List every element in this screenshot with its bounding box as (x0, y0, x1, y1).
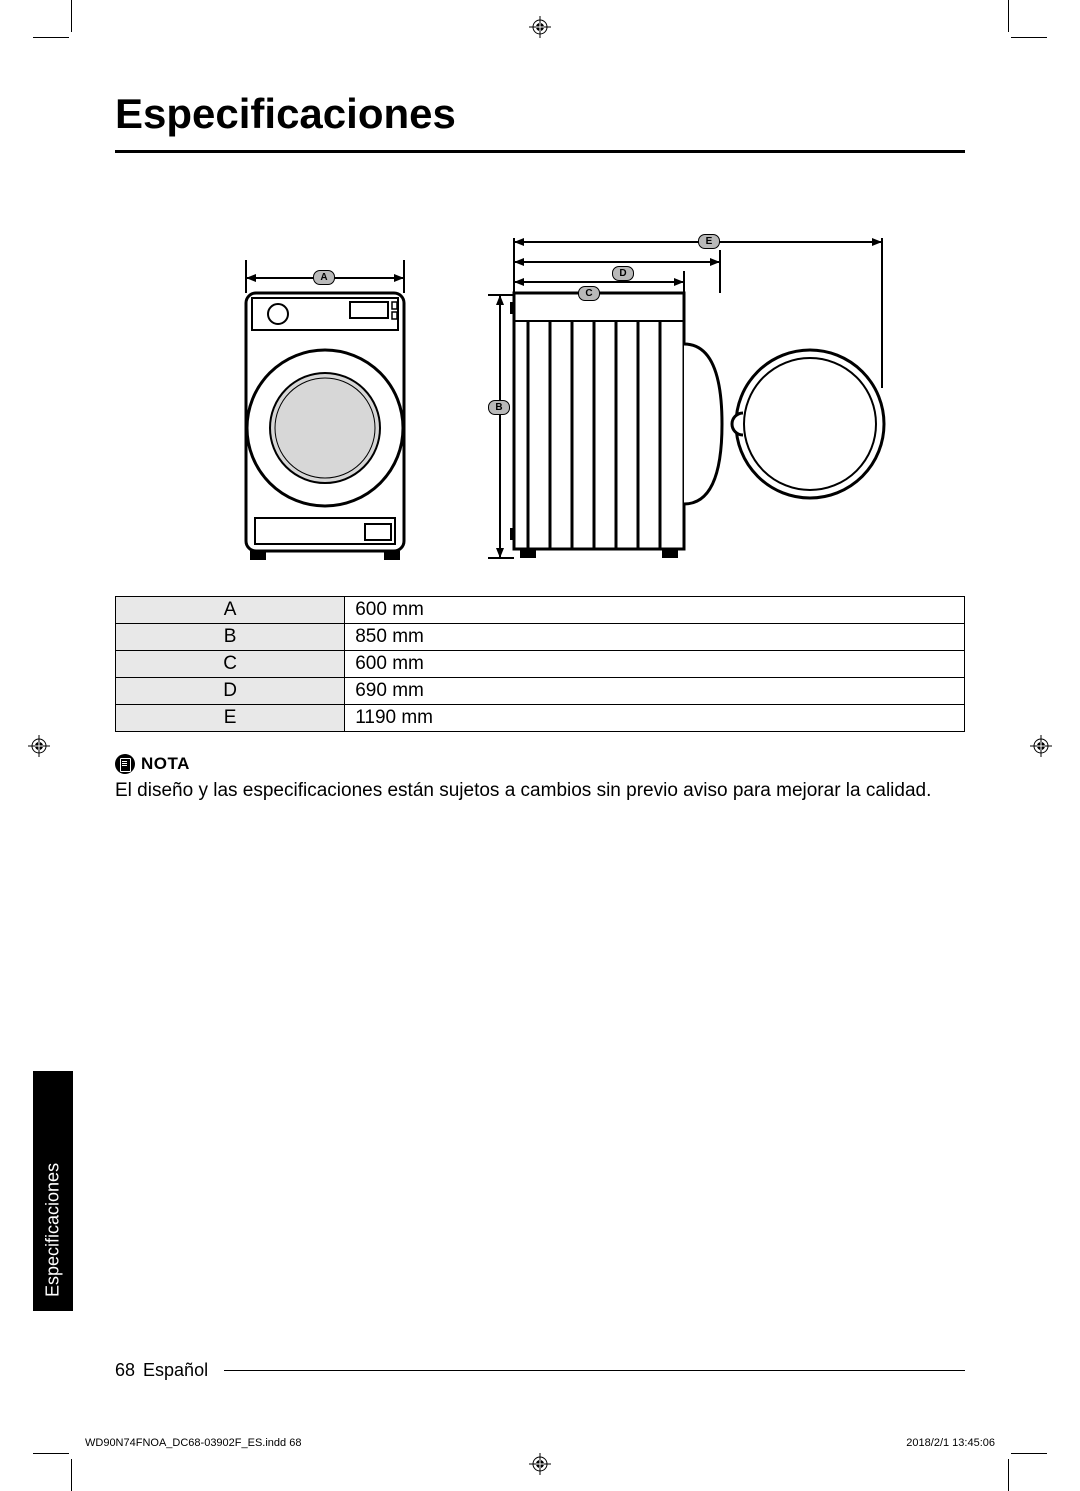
spec-key: C (116, 651, 345, 678)
table-row: B850 mm (116, 624, 965, 651)
registration-mark-icon (28, 735, 50, 757)
dimension-tag-c: C (578, 286, 600, 301)
page-language: Español (143, 1360, 208, 1381)
spec-key: A (116, 597, 345, 624)
page-footer: 68 Español (115, 1360, 965, 1381)
imprint-file: WD90N74FNOA_DC68-03902F_ES.indd 68 (85, 1437, 301, 1449)
diagram-side-view: B C D E (470, 238, 900, 568)
diagram-front-view: A (240, 238, 440, 568)
footer-rule (224, 1370, 965, 1371)
spec-key: D (116, 678, 345, 705)
registration-mark-icon (1030, 735, 1052, 757)
spec-value: 600 mm (345, 651, 965, 678)
crop-mark (1008, 1459, 1009, 1491)
crop-mark (1011, 1453, 1047, 1454)
note-text: El diseño y las especificaciones están s… (115, 778, 965, 804)
section-tab: Especificaciones (33, 1071, 73, 1311)
crop-mark (33, 1453, 69, 1454)
page-content: Especificaciones (115, 90, 965, 1431)
crop-mark (71, 1459, 72, 1491)
spec-table: A600 mm B850 mm C600 mm D690 mm E1190 mm (115, 596, 965, 732)
page-number: 68 (115, 1360, 135, 1381)
note-icon (115, 754, 135, 774)
note-label: NOTA (141, 754, 190, 774)
imprint: WD90N74FNOA_DC68-03902F_ES.indd 68 2018/… (85, 1437, 995, 1449)
page-title: Especificaciones (115, 90, 965, 138)
registration-mark-icon (529, 16, 551, 38)
crop-mark (1008, 0, 1009, 32)
dimension-tag-a: A (313, 270, 335, 285)
spec-key: E (116, 705, 345, 732)
imprint-timestamp: 2018/2/1 13:45:06 (906, 1437, 995, 1449)
title-rule (115, 150, 965, 153)
crop-mark (1011, 37, 1047, 38)
spec-value: 600 mm (345, 597, 965, 624)
note-heading: NOTA (115, 754, 965, 774)
crop-mark (71, 0, 72, 32)
spec-value: 850 mm (345, 624, 965, 651)
crop-mark (33, 37, 69, 38)
table-row: A600 mm (116, 597, 965, 624)
registration-mark-icon (529, 1453, 551, 1475)
washer-front-icon (240, 238, 440, 568)
spec-value: 1190 mm (345, 705, 965, 732)
spec-key: B (116, 624, 345, 651)
dimension-tag-d: D (612, 266, 634, 281)
washer-side-icon (470, 238, 900, 568)
table-row: D690 mm (116, 678, 965, 705)
dimension-tag-b: B (488, 400, 510, 415)
dimension-tag-e: E (698, 234, 720, 249)
spec-value: 690 mm (345, 678, 965, 705)
table-row: C600 mm (116, 651, 965, 678)
table-row: E1190 mm (116, 705, 965, 732)
dimension-diagram: A (115, 238, 965, 568)
